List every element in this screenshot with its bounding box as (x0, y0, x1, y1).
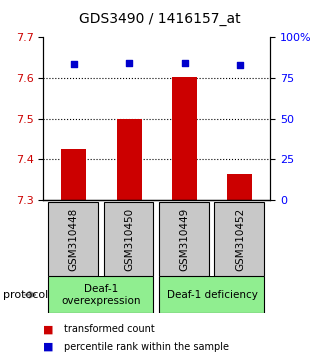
Text: protocol: protocol (3, 290, 48, 300)
Point (126, 61, 132, 66)
Text: ■: ■ (43, 342, 54, 352)
Text: Deaf-1 deficiency: Deaf-1 deficiency (167, 290, 258, 300)
Text: GSM310450: GSM310450 (124, 207, 134, 270)
Text: ■: ■ (43, 324, 54, 334)
Bar (116, 119, 141, 200)
Text: GDS3490 / 1416157_at: GDS3490 / 1416157_at (79, 12, 241, 27)
Bar (104, 202, 154, 276)
Point (237, 62, 243, 68)
Text: percentile rank within the sample: percentile rank within the sample (64, 342, 229, 352)
Bar (172, 77, 197, 200)
Point (71, 61, 76, 67)
Text: GSM310449: GSM310449 (180, 207, 189, 270)
Bar (159, 276, 264, 313)
Bar (159, 202, 209, 276)
Text: transformed count: transformed count (64, 324, 155, 334)
Bar (61, 149, 86, 200)
Bar (228, 173, 252, 200)
Text: Deaf-1
overexpression: Deaf-1 overexpression (62, 284, 141, 306)
Bar (214, 202, 264, 276)
Bar (48, 202, 98, 276)
Bar (48, 276, 154, 313)
Point (182, 61, 187, 66)
Text: GSM310452: GSM310452 (235, 207, 245, 270)
Text: GSM310448: GSM310448 (69, 207, 79, 270)
